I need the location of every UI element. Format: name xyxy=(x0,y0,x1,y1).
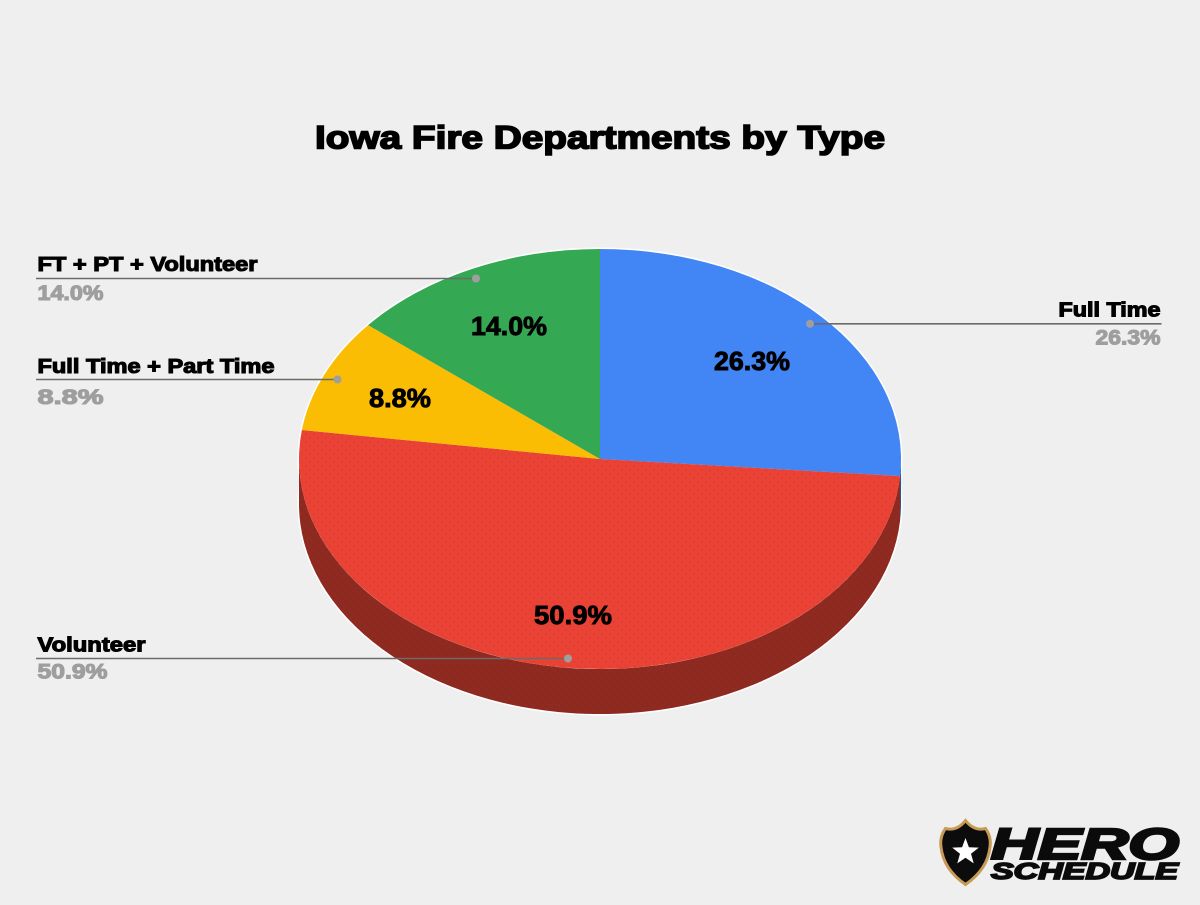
svg-text:Full Time + Part Time: Full Time + Part Time xyxy=(38,356,275,378)
svg-text:26.3%: 26.3% xyxy=(1096,327,1161,350)
svg-text:Full Time: Full Time xyxy=(1059,300,1161,322)
svg-text:HERO: HERO xyxy=(991,820,1179,869)
svg-text:26.3%: 26.3% xyxy=(714,346,790,376)
svg-text:SCHEDULE: SCHEDULE xyxy=(991,858,1179,884)
svg-text:50.9%: 50.9% xyxy=(534,600,612,630)
svg-text:8.8%: 8.8% xyxy=(38,386,104,409)
svg-text:14.0%: 14.0% xyxy=(471,311,547,341)
svg-text:Volunteer: Volunteer xyxy=(38,635,146,657)
svg-text:50.9%: 50.9% xyxy=(38,661,108,684)
svg-text:14.0%: 14.0% xyxy=(38,282,104,305)
svg-text:8.8%: 8.8% xyxy=(369,383,431,413)
svg-text:FT + PT + Volunteer: FT + PT + Volunteer xyxy=(38,254,258,276)
svg-text:Iowa Fire Departments by Type: Iowa Fire Departments by Type xyxy=(315,120,885,156)
